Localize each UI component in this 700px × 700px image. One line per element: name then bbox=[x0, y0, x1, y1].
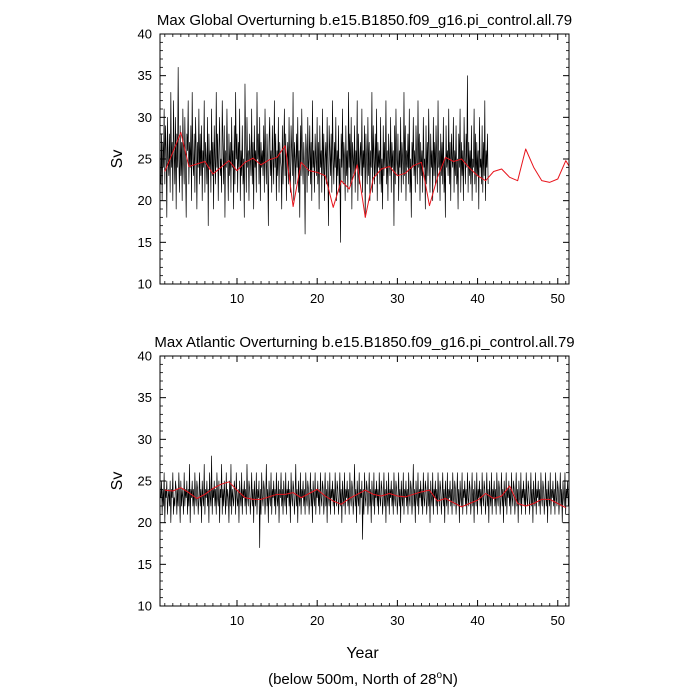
x-tick-label: 40 bbox=[470, 613, 484, 628]
chart-title: Max Atlantic Overturning b.e15.B1850.f09… bbox=[154, 334, 574, 351]
x-axis-label: Year bbox=[346, 645, 379, 662]
x-tick-label: 50 bbox=[551, 613, 565, 628]
atlantic-overturning-panel: Max Atlantic Overturning b.e15.B1850.f09… bbox=[109, 334, 575, 662]
annual-mean-series-line bbox=[164, 131, 569, 218]
global-overturning-panel: Max Global Overturning b.e15.B1850.f09_g… bbox=[109, 12, 572, 306]
y-tick-label: 35 bbox=[138, 68, 152, 83]
y-tick-label: 15 bbox=[138, 235, 152, 250]
footnote-text: (below 500m, North of 28 bbox=[268, 671, 436, 688]
y-tick-label: 25 bbox=[138, 474, 152, 489]
y-tick-label: 15 bbox=[138, 557, 152, 572]
series-group bbox=[160, 66, 569, 243]
x-tick-label: 50 bbox=[551, 291, 565, 306]
y-axis-label: Sv bbox=[109, 150, 126, 169]
y-tick-label: 30 bbox=[138, 432, 152, 447]
x-tick-label: 20 bbox=[310, 291, 324, 306]
annual-mean-series-line bbox=[164, 481, 567, 509]
x-tick-label: 20 bbox=[310, 613, 324, 628]
monthly-series-line bbox=[160, 455, 569, 549]
y-tick-label: 30 bbox=[138, 110, 152, 125]
y-axis-label: Sv bbox=[109, 472, 126, 491]
footnote-degree: o bbox=[437, 670, 443, 681]
x-tick-label: 40 bbox=[470, 291, 484, 306]
y-tick-label: 40 bbox=[138, 349, 152, 364]
y-tick-label: 25 bbox=[138, 152, 152, 167]
y-tick-label: 20 bbox=[138, 193, 152, 208]
y-tick-label: 40 bbox=[138, 27, 152, 42]
footnote-end: N) bbox=[442, 671, 458, 688]
chart-title: Max Global Overturning b.e15.B1850.f09_g… bbox=[157, 12, 572, 29]
series-group bbox=[160, 455, 569, 549]
y-tick-label: 10 bbox=[138, 277, 152, 292]
y-tick-label: 20 bbox=[138, 515, 152, 530]
x-tick-label: 30 bbox=[390, 291, 404, 306]
y-tick-label: 10 bbox=[138, 599, 152, 614]
footnote: (below 500m, North of 28oN) bbox=[268, 670, 458, 688]
x-tick-label: 10 bbox=[230, 291, 244, 306]
x-tick-label: 30 bbox=[390, 613, 404, 628]
x-tick-label: 10 bbox=[230, 613, 244, 628]
monthly-series-line bbox=[160, 66, 489, 243]
y-tick-label: 35 bbox=[138, 390, 152, 405]
